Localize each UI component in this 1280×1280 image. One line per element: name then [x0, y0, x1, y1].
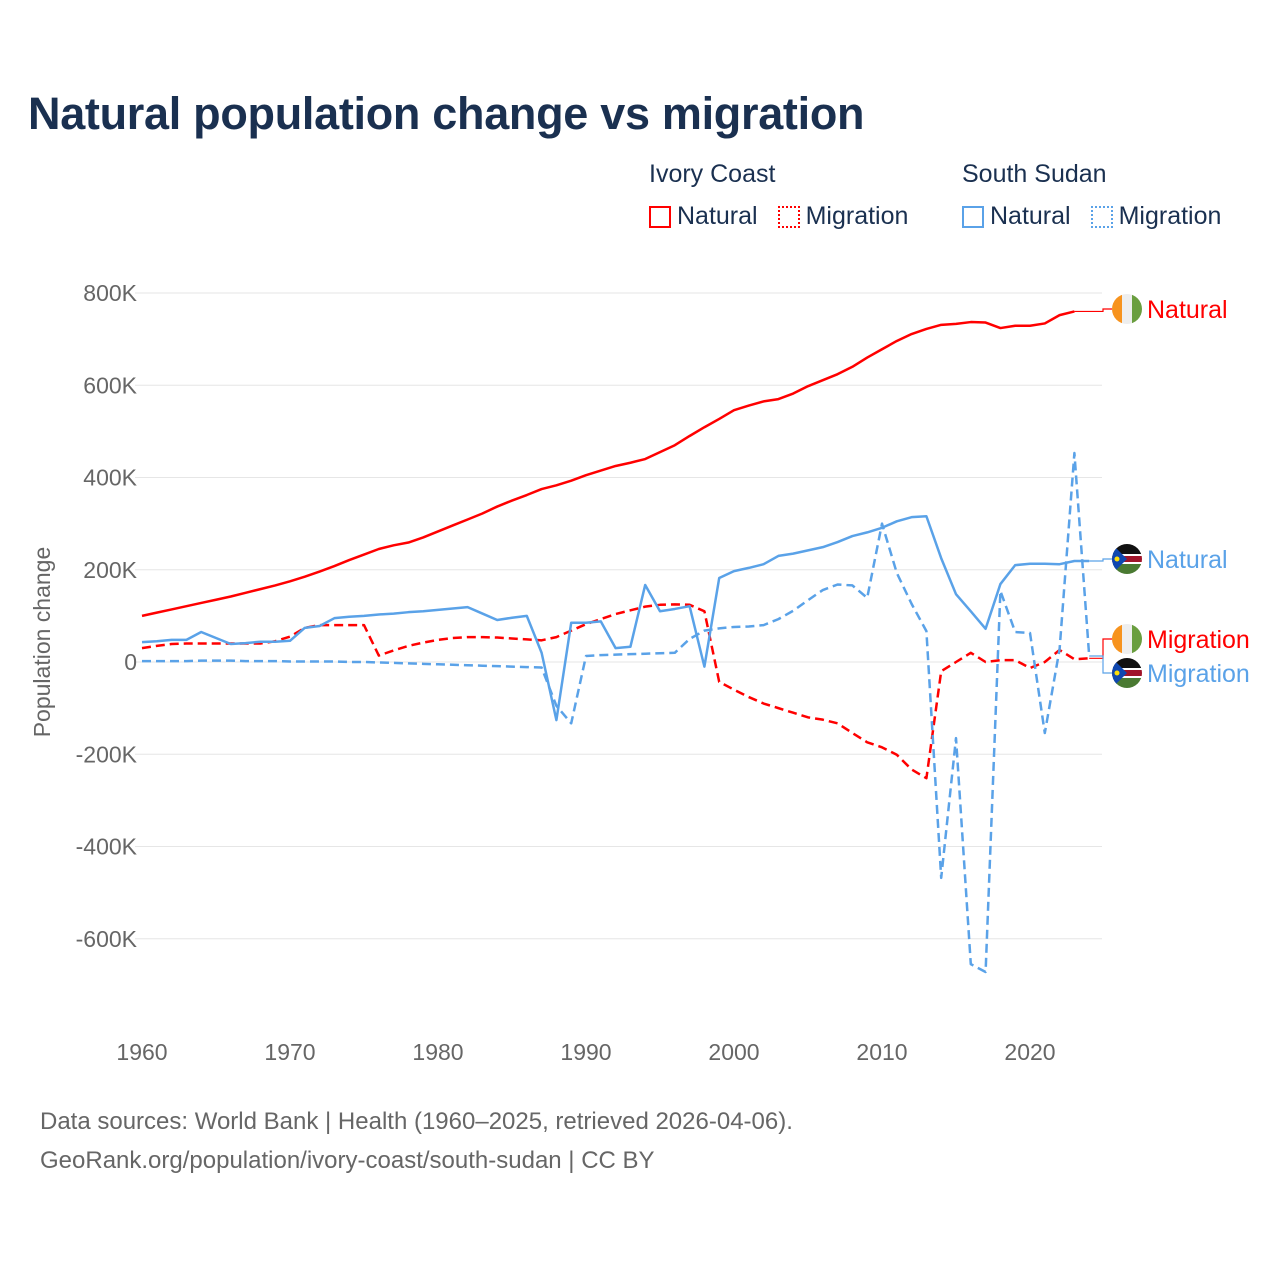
series-end-label: Natural — [1147, 546, 1228, 574]
series-end-label: Migration — [1147, 626, 1250, 654]
x-tick-label: 2020 — [1004, 1039, 1055, 1065]
flag-stripe — [1122, 624, 1132, 654]
solid-swatch-icon — [962, 205, 984, 228]
label-connector — [1074, 308, 1112, 313]
legend-label: Natural — [990, 202, 1071, 230]
legend-ivory-coast: Ivory Coast Natural Migration — [649, 160, 908, 231]
legend-label: Migration — [805, 202, 909, 230]
legend-item-ivory-coast-natural[interactable]: Natural — [649, 202, 758, 231]
flag-star — [1114, 670, 1120, 676]
south-sudan-flag-icon — [1112, 658, 1142, 688]
flag-body — [1112, 294, 1142, 324]
x-tick-label: 1970 — [264, 1039, 315, 1065]
flag-stripe — [1112, 658, 1142, 668]
flag-stripe — [1112, 624, 1122, 654]
legend-label: Natural — [677, 202, 758, 230]
y-tick-label: 400K — [83, 465, 137, 491]
flag-body — [1112, 658, 1142, 688]
flag-stripe — [1112, 294, 1122, 324]
legend-country-label: Ivory Coast — [649, 160, 776, 188]
x-tick-label: 2010 — [856, 1039, 907, 1065]
legend-item-south-sudan-migration[interactable]: Migration — [1090, 202, 1222, 231]
source-url: GeoRank.org/population/ivory-coast/south… — [40, 1147, 655, 1174]
label-connector — [1089, 558, 1112, 562]
flag-stripe — [1122, 294, 1132, 324]
y-axis-label: Population change — [29, 547, 55, 738]
flag-stripe — [1112, 564, 1142, 574]
y-tick-label: -600K — [76, 926, 138, 952]
y-tick-label: 600K — [83, 372, 137, 398]
flag-stripe — [1132, 294, 1142, 324]
legend-label: Migration — [1118, 202, 1222, 230]
y-tick-label: 0 — [124, 649, 137, 675]
source-note: Data sources: World Bank | Health (1960–… — [40, 1108, 793, 1135]
y-tick-label: 800K — [83, 280, 137, 306]
south-sudan-flag-icon — [1112, 544, 1142, 574]
series-end-label: Natural — [1147, 296, 1228, 324]
chart-title: Natural population change vs migration — [28, 88, 865, 139]
dotted-swatch-icon — [1090, 205, 1113, 228]
y-tick-label: -200K — [76, 741, 138, 767]
series-end-label: Migration — [1147, 660, 1250, 688]
flag-body — [1112, 544, 1142, 574]
flag-star — [1114, 556, 1120, 562]
flag-body — [1112, 624, 1142, 654]
flag-stripe — [1132, 624, 1142, 654]
dotted-swatch-icon — [777, 205, 800, 228]
series-line-south-sudan-migration — [142, 451, 1091, 974]
label-connector — [1089, 655, 1112, 674]
legend-south-sudan: South Sudan Natural Migration — [962, 160, 1221, 231]
x-tick-label: 1980 — [412, 1039, 463, 1065]
series-line-ivory-coast-migration — [141, 603, 1090, 780]
x-tick-label: 2000 — [708, 1039, 759, 1065]
legend-item-south-sudan-natural[interactable]: Natural — [962, 202, 1071, 231]
y-tick-label: -400K — [76, 834, 138, 860]
ivory-coast-flag-icon — [1112, 624, 1142, 654]
legend-country-label: South Sudan — [962, 160, 1107, 188]
solid-swatch-icon — [649, 205, 671, 228]
flag-stripe — [1112, 678, 1142, 688]
series-line-south-sudan-natural — [141, 514, 1090, 722]
series-line-ivory-coast-natural — [141, 310, 1075, 618]
ivory-coast-flag-icon — [1112, 294, 1142, 324]
flag-stripe — [1112, 544, 1142, 554]
label-connector — [1089, 638, 1112, 659]
x-tick-label: 1990 — [560, 1039, 611, 1065]
x-tick-label: 1960 — [116, 1039, 167, 1065]
legend-item-ivory-coast-migration[interactable]: Migration — [777, 202, 909, 231]
y-tick-label: 200K — [83, 557, 137, 583]
